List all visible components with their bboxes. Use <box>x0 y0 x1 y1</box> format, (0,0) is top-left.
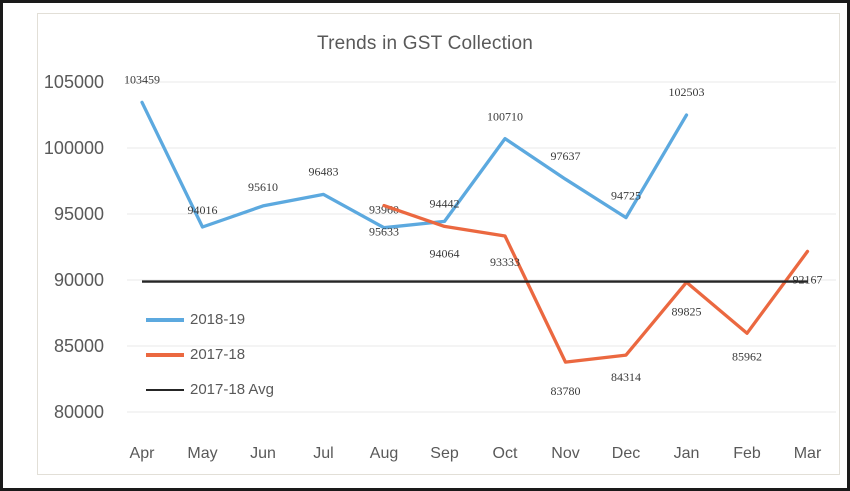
data-label-2018-19: 94442 <box>430 196 460 210</box>
legend-label-2018-19: 2018-19 <box>190 311 246 328</box>
line-swatch-2017-18-avg-icon <box>146 388 184 391</box>
y-tick-label: 105000 <box>44 72 104 92</box>
x-tick-label: Apr <box>130 445 156 462</box>
x-tick-label: Nov <box>551 445 579 462</box>
y-tick-label: 100000 <box>44 138 104 158</box>
series-line-2017-18 <box>382 203 810 364</box>
x-tick-label: Jun <box>250 445 276 462</box>
data-label-2017-18: 83780 <box>551 384 581 398</box>
legend-item-2018-19: 2018-19 <box>146 302 274 337</box>
x-tick-label: Dec <box>612 445 640 462</box>
data-label-2017-18: 95633 <box>369 225 399 239</box>
data-label-2018-19: 94016 <box>188 203 218 217</box>
data-label-2017-18: 89825 <box>672 304 702 318</box>
data-label-2018-19: 93960 <box>369 203 399 217</box>
series-line-2018-19 <box>140 100 689 230</box>
chart-border <box>37 13 840 475</box>
data-label-2017-18: 93333 <box>490 255 520 269</box>
y-tick-label: 90000 <box>54 270 104 290</box>
legend-label-2017-18: 2017-18 <box>190 346 246 363</box>
data-label-2017-18: 85962 <box>732 349 762 363</box>
y-tick-label: 95000 <box>54 204 104 224</box>
data-label-2018-19: 96483 <box>309 164 339 178</box>
data-label-2017-18: 92167 <box>793 272 823 286</box>
data-label-2017-18: 84314 <box>611 370 641 384</box>
x-tick-label: Mar <box>794 445 822 462</box>
legend-label-2017-18-avg: 2017-18 Avg <box>190 381 274 398</box>
x-tick-label: Jan <box>674 445 700 462</box>
data-label-2018-19: 94725 <box>611 189 641 203</box>
legend-item-2017-18: 2017-18 <box>146 337 274 372</box>
data-label-2018-19: 102503 <box>669 85 705 99</box>
data-label-2018-19: 95610 <box>248 180 278 194</box>
x-tick-label: Aug <box>370 445 398 462</box>
x-tick-label: Feb <box>733 445 761 462</box>
legend: 2018-19 2017-18 2017-18 Avg <box>146 302 274 407</box>
legend-item-2017-18-avg: 2017-18 Avg <box>146 372 274 407</box>
y-tick-label: 85000 <box>54 336 104 356</box>
data-label-2017-18: 94064 <box>430 246 460 260</box>
line-swatch-2018-19-icon <box>146 317 184 322</box>
data-label-2018-19: 103459 <box>124 72 160 86</box>
chart-title: Trends in GST Collection <box>317 33 533 54</box>
data-label-2018-19: 100710 <box>487 110 523 124</box>
y-tick-label: 80000 <box>54 402 104 422</box>
x-tick-label: May <box>187 445 217 462</box>
x-tick-label: Jul <box>313 445 333 462</box>
x-tick-label: Sep <box>430 445 459 462</box>
line-swatch-2017-18-icon <box>146 352 184 357</box>
data-label-2018-19: 97637 <box>551 149 581 163</box>
x-tick-label: Oct <box>493 445 518 462</box>
